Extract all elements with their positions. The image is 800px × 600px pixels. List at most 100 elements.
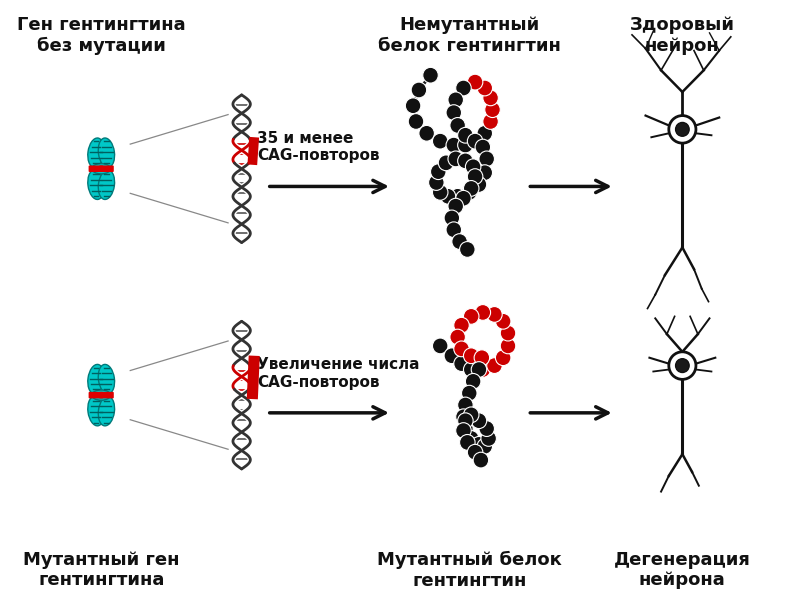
Circle shape	[463, 181, 479, 196]
Ellipse shape	[675, 122, 689, 136]
Circle shape	[475, 362, 490, 377]
Circle shape	[471, 413, 486, 428]
Circle shape	[450, 329, 466, 345]
Circle shape	[477, 80, 493, 96]
Text: Мутантный ген
гентингтина: Мутантный ген гентингтина	[23, 551, 179, 589]
Circle shape	[477, 439, 493, 454]
Circle shape	[433, 338, 448, 354]
Circle shape	[458, 413, 473, 428]
Circle shape	[474, 350, 490, 365]
Circle shape	[462, 385, 477, 401]
Ellipse shape	[88, 397, 104, 426]
Circle shape	[448, 92, 463, 107]
Circle shape	[481, 431, 496, 446]
Circle shape	[463, 308, 479, 324]
Text: 35 и менее
CAG-повторов: 35 и менее CAG-повторов	[257, 131, 380, 163]
Circle shape	[467, 169, 483, 184]
Ellipse shape	[98, 138, 114, 167]
Circle shape	[495, 313, 511, 329]
FancyBboxPatch shape	[89, 166, 103, 172]
Circle shape	[477, 125, 493, 141]
Circle shape	[459, 434, 475, 450]
Text: Немутантный
белок гентингтин: Немутантный белок гентингтин	[378, 16, 561, 55]
Circle shape	[456, 190, 471, 206]
Circle shape	[448, 198, 463, 214]
Circle shape	[470, 133, 485, 149]
Circle shape	[483, 90, 498, 106]
Circle shape	[500, 338, 516, 354]
Circle shape	[456, 80, 471, 96]
Text: Здоровый
нейрон: Здоровый нейрон	[630, 16, 735, 55]
Ellipse shape	[88, 138, 104, 167]
Ellipse shape	[98, 364, 114, 394]
Circle shape	[463, 407, 479, 422]
Circle shape	[500, 325, 516, 341]
Circle shape	[448, 151, 463, 167]
Circle shape	[454, 341, 470, 357]
Circle shape	[458, 397, 473, 413]
Circle shape	[454, 317, 470, 333]
Circle shape	[429, 175, 444, 190]
Circle shape	[456, 409, 471, 425]
Ellipse shape	[669, 352, 696, 379]
FancyBboxPatch shape	[99, 166, 114, 172]
Circle shape	[411, 82, 426, 98]
Circle shape	[479, 421, 494, 436]
Ellipse shape	[92, 390, 110, 400]
Ellipse shape	[669, 116, 696, 143]
Circle shape	[406, 98, 421, 113]
Circle shape	[463, 431, 479, 446]
Text: Дегенерация
нейрона: Дегенерация нейрона	[614, 551, 751, 589]
Circle shape	[463, 362, 479, 377]
Circle shape	[446, 222, 462, 238]
Circle shape	[430, 164, 446, 179]
Circle shape	[419, 125, 434, 141]
Circle shape	[450, 188, 466, 204]
Text: Мутантный белок
гентингтин: Мутантный белок гентингтин	[377, 551, 562, 590]
Circle shape	[456, 422, 471, 439]
Circle shape	[440, 188, 456, 204]
Circle shape	[477, 165, 493, 181]
Circle shape	[458, 127, 473, 143]
Circle shape	[433, 184, 448, 200]
Circle shape	[422, 67, 438, 83]
Circle shape	[471, 176, 486, 193]
Circle shape	[471, 362, 486, 377]
Text: Увеличение числа
CAG-повторов: Увеличение числа CAG-повторов	[257, 357, 420, 389]
Circle shape	[462, 184, 477, 200]
Circle shape	[467, 445, 483, 460]
Ellipse shape	[98, 170, 114, 199]
Circle shape	[450, 118, 466, 133]
Text: Ген гентингтина
без мутации: Ген гентингтина без мутации	[17, 16, 186, 55]
Circle shape	[466, 373, 481, 389]
Circle shape	[408, 113, 424, 130]
Circle shape	[452, 233, 467, 250]
Ellipse shape	[88, 170, 104, 199]
Circle shape	[483, 113, 498, 130]
Circle shape	[446, 137, 462, 153]
Ellipse shape	[92, 164, 110, 174]
Circle shape	[475, 305, 490, 320]
Ellipse shape	[88, 364, 104, 394]
Circle shape	[458, 153, 473, 169]
Circle shape	[485, 102, 500, 118]
Circle shape	[454, 356, 470, 371]
Circle shape	[467, 74, 483, 90]
FancyBboxPatch shape	[99, 392, 114, 398]
Circle shape	[444, 348, 459, 364]
Circle shape	[486, 358, 502, 373]
Circle shape	[473, 452, 489, 468]
Circle shape	[463, 348, 479, 364]
FancyBboxPatch shape	[89, 392, 103, 398]
Circle shape	[479, 151, 494, 167]
Circle shape	[467, 133, 483, 149]
Circle shape	[433, 133, 448, 149]
Circle shape	[458, 137, 473, 153]
Circle shape	[459, 242, 475, 257]
Circle shape	[471, 436, 486, 452]
Circle shape	[446, 105, 462, 121]
Ellipse shape	[98, 397, 114, 426]
Circle shape	[444, 210, 459, 226]
Circle shape	[438, 155, 454, 170]
Circle shape	[466, 159, 481, 175]
